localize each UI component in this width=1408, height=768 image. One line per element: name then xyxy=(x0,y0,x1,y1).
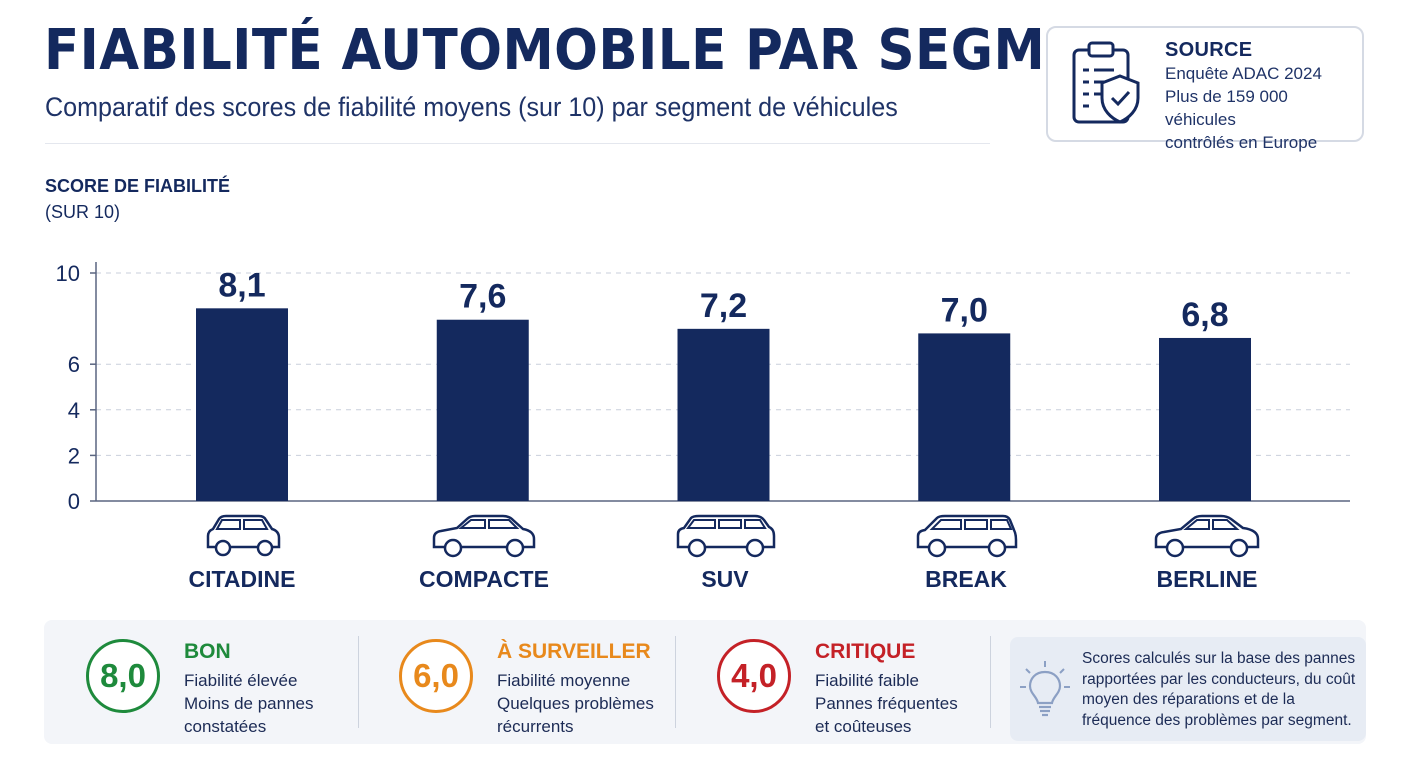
score-badge-watch: 6,0 xyxy=(399,639,473,713)
legend-title-watch: À SURVEILLER xyxy=(497,640,651,663)
estate-car-icon xyxy=(915,514,1019,563)
legend-line: récurrents xyxy=(497,717,574,736)
score-badge-critical: 4,0 xyxy=(717,639,791,713)
bar xyxy=(436,319,529,501)
compact-car-icon xyxy=(431,514,537,563)
category-label: CITADINE xyxy=(188,566,296,592)
source-line: Plus de 159 000 véhicules xyxy=(1165,87,1288,129)
category-label: BREAK xyxy=(925,566,1007,592)
legend-line: Fiabilité élevée xyxy=(184,671,298,690)
legend-divider xyxy=(675,636,676,728)
legend-divider xyxy=(990,636,991,728)
y-tick-label: 2 xyxy=(68,443,80,468)
page-title: FIABILITÉ AUTOMOBILE PAR SEGMENT xyxy=(44,18,1161,83)
legend-divider xyxy=(358,636,359,728)
source-label: SOURCE xyxy=(1165,39,1253,61)
source-box: SOURCE Enquête ADAC 2024 Plus de 159 000… xyxy=(1046,26,1364,152)
legend-desc-good: Fiabilité élevée Moins de pannes constat… xyxy=(184,669,313,738)
y-axis-title-line2: (SUR 10) xyxy=(45,202,121,222)
category-label: SUV xyxy=(701,566,749,592)
clipboard-shield-check-icon xyxy=(1070,40,1144,135)
bar-value-label: 7,6 xyxy=(459,278,506,316)
y-axis-title: SCORE DE FIABILITÉ (SUR 10) xyxy=(45,176,230,223)
legend-desc-critical: Fiabilité faible Pannes fréquentes et co… xyxy=(815,669,958,738)
methodology-note: Scores calculés sur la base des pannes r… xyxy=(1010,637,1366,741)
title-divider xyxy=(45,143,990,144)
y-tick-label: 0 xyxy=(68,489,80,514)
category-label: COMPACTE xyxy=(419,566,549,592)
sedan-car-icon xyxy=(1153,514,1261,563)
legend-title-critical: CRITIQUE xyxy=(815,640,916,663)
legend-line: Fiabilité faible xyxy=(815,671,919,690)
y-axis-title-line1: SCORE DE FIABILITÉ xyxy=(45,176,231,196)
bar xyxy=(918,333,1011,501)
bar-chart: 0 2 4 6 10 8,1 7,6 7,2 7,0 6,8 xyxy=(56,261,1350,514)
legend-line: Quelques problèmes xyxy=(497,694,654,713)
lightbulb-icon xyxy=(1020,659,1070,726)
bar xyxy=(1159,337,1251,501)
bar-value-label: 7,0 xyxy=(941,291,988,329)
y-tick-label: 6 xyxy=(68,352,80,377)
score-badge-good: 8,0 xyxy=(86,639,160,713)
source-line: Enquête ADAC 2024 xyxy=(1165,64,1322,83)
legend-line: Moins de pannes xyxy=(184,694,314,713)
methodology-note-text: Scores calculés sur la base des pannes r… xyxy=(1082,650,1356,729)
suv-car-icon xyxy=(675,514,777,563)
source-line: contrôlés en Europe xyxy=(1165,133,1318,152)
bar xyxy=(196,308,288,501)
y-tick-label: 4 xyxy=(68,398,80,423)
bar xyxy=(677,328,770,501)
legend-line: et coûteuses xyxy=(815,717,912,736)
legend-line: Pannes fréquentes xyxy=(815,694,958,713)
legend-panel: 8,0 BON Fiabilité élevée Moins de pannes… xyxy=(44,620,1366,744)
bar-value-label: 7,2 xyxy=(700,287,747,325)
legend-title-good: BON xyxy=(184,640,231,663)
bar-value-label: 6,8 xyxy=(1181,296,1228,334)
y-tick-label: 10 xyxy=(56,261,80,286)
legend-line: constatées xyxy=(184,717,267,736)
page-subtitle: Comparatif des scores de fiabilité moyen… xyxy=(45,92,898,122)
city-car-icon xyxy=(203,514,283,563)
legend-desc-watch: Fiabilité moyenne Quelques problèmes réc… xyxy=(497,669,654,738)
category-label: BERLINE xyxy=(1156,566,1258,592)
legend-line: Fiabilité moyenne xyxy=(497,671,631,690)
bar-value-label: 8,1 xyxy=(218,266,265,304)
